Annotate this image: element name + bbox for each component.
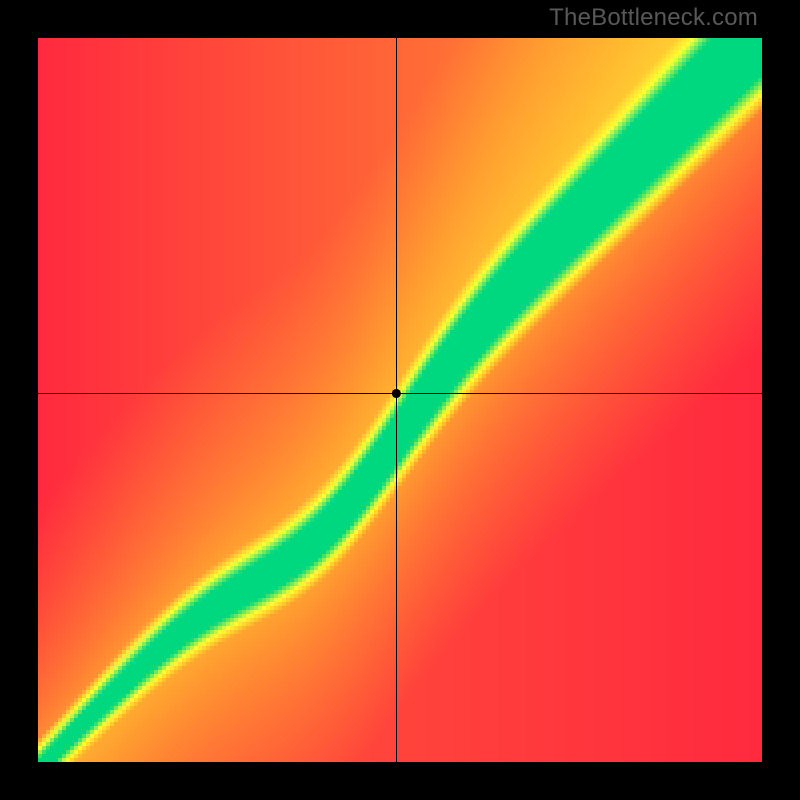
bottleneck-heatmap xyxy=(38,38,762,762)
attribution-text: TheBottleneck.com xyxy=(549,4,758,32)
